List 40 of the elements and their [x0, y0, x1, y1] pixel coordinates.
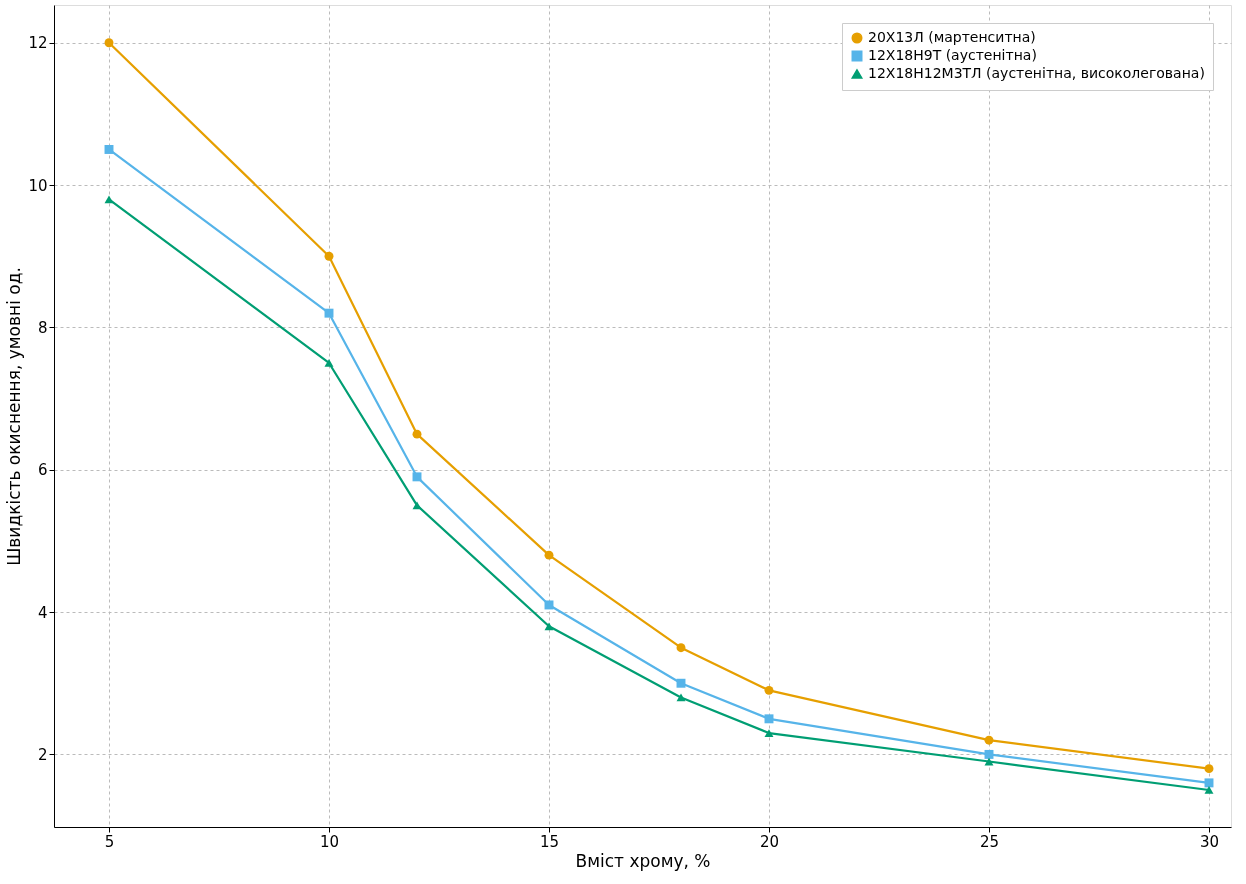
y-tick-label: 4 — [37, 603, 48, 622]
x-tick-label: 15 — [539, 832, 560, 851]
point — [412, 501, 422, 510]
x-axis-title: Вміст хрому, % — [575, 850, 711, 871]
legend-label: 20Х13Л (мартенситна) — [868, 29, 1036, 45]
point — [412, 472, 422, 482]
point — [764, 729, 774, 737]
point — [324, 308, 334, 318]
x-tick-label: 5 — [104, 832, 115, 851]
x-tick-label: 20 — [759, 832, 780, 851]
y-tick-label: 8 — [37, 318, 48, 337]
point — [676, 643, 686, 653]
point — [984, 749, 994, 759]
point — [104, 195, 114, 204]
y-tick-label: 2 — [37, 745, 48, 764]
point — [104, 145, 114, 154]
point — [324, 251, 334, 261]
y-tick-label: 6 — [37, 461, 48, 480]
y-tick-label: 12 — [28, 34, 48, 53]
point — [104, 38, 114, 48]
x-tick-label: 10 — [319, 832, 340, 851]
point — [984, 735, 994, 745]
point — [412, 429, 422, 439]
point — [676, 678, 686, 688]
point — [544, 600, 554, 610]
point — [1204, 786, 1214, 794]
point — [676, 693, 686, 702]
x-tick-label: 25 — [979, 832, 1000, 851]
point — [544, 550, 554, 560]
x-tick-label: 30 — [1199, 832, 1220, 851]
legend-label: 12Х18Н12М3ТЛ (аустенітна, високолегована) — [868, 65, 1205, 81]
point — [1204, 764, 1214, 774]
y-tick-label: 10 — [28, 176, 48, 195]
y-axis-title: Швидкість окиснення, умовні од. — [4, 267, 25, 566]
point — [1204, 778, 1214, 788]
point — [324, 359, 334, 367]
point — [764, 714, 774, 724]
point — [544, 622, 554, 631]
point — [764, 685, 774, 695]
legend-label: 12Х18Н9Т (аустенітна) — [868, 47, 1037, 63]
